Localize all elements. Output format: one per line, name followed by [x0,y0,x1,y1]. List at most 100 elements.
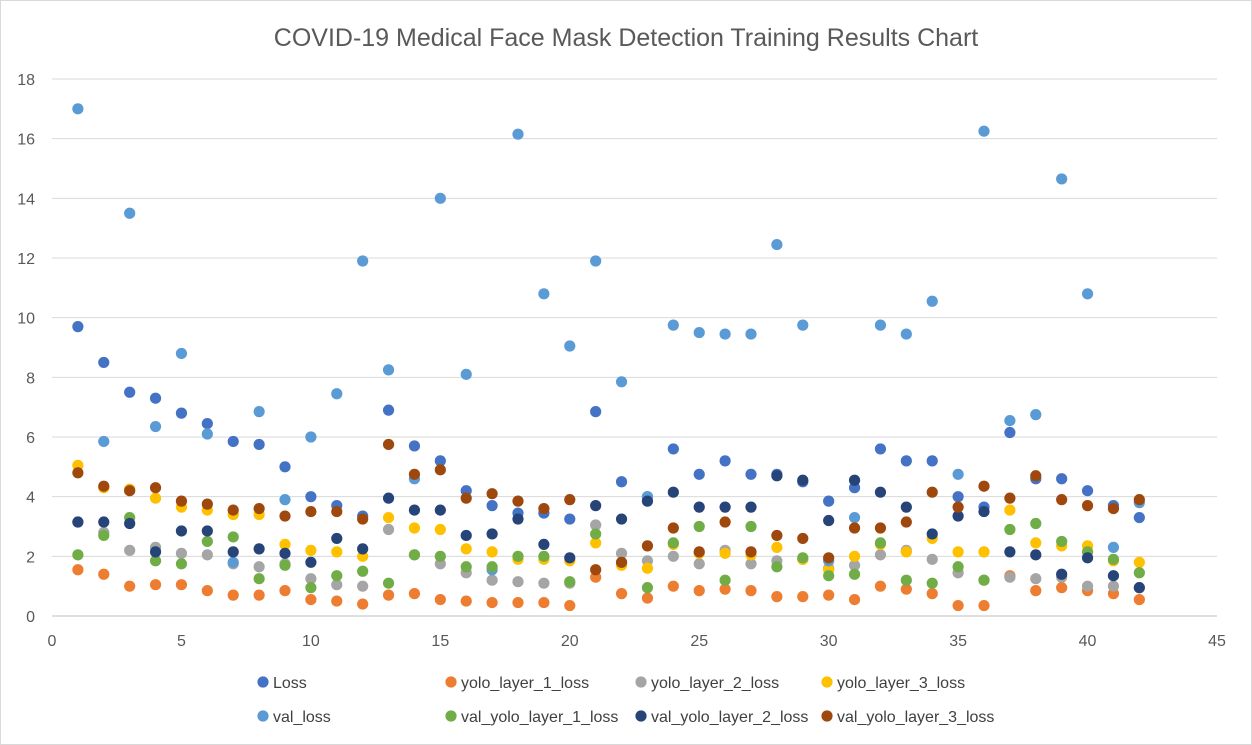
data-point [227,589,239,601]
data-point [538,550,550,562]
data-point [305,505,317,518]
legend-marker [445,710,457,722]
data-point [978,546,990,558]
data-point [797,532,809,545]
data-point [1056,582,1068,594]
data-point [564,513,576,525]
data-point [1056,535,1068,548]
data-point [201,428,213,440]
x-tick-label: 5 [177,633,186,650]
gridlines [52,78,1217,617]
data-point [149,555,162,567]
data-point [72,564,84,576]
legend-marker [821,676,833,688]
data-point [72,103,84,115]
data-point [693,468,705,480]
data-point [978,599,990,612]
data-point [926,528,938,540]
data-point [149,420,162,433]
data-point [460,595,472,607]
data-point [771,529,783,542]
data-point [201,417,213,430]
data-point [227,556,239,568]
data-point [331,546,343,558]
data-point [512,550,524,562]
legend-item: Loss [257,675,307,692]
data-point [952,491,964,503]
data-point [564,599,576,612]
data-point [978,125,990,137]
data-point [590,537,602,549]
data-point [590,255,602,267]
data-point [1056,568,1068,580]
data-point [719,583,731,595]
data-point [564,552,576,564]
data-point [408,440,421,452]
data-point [667,319,679,331]
data-point [175,407,188,419]
data-point [745,501,757,513]
data-point [693,546,705,558]
x-tick-label: 0 [48,633,57,650]
data-point [486,500,498,512]
data-point [978,574,990,586]
legend-item: yolo_layer_3_loss [821,675,965,692]
data-point [952,561,964,573]
legend-item: val_yolo_layer_1_loss [445,709,618,726]
data-point [1133,582,1145,594]
legend-label: val_yolo_layer_2_loss [651,709,808,726]
legend-marker [445,676,457,688]
data-point [848,474,861,486]
data-point [797,591,809,603]
x-tick-label: 10 [302,633,320,650]
data-point [900,583,912,595]
data-point [201,498,213,510]
data-point [434,523,446,536]
data-point [538,596,550,609]
data-point [408,549,421,561]
data-point [874,549,887,561]
data-point [279,538,291,551]
data-point [72,321,84,333]
data-point [926,553,938,565]
data-point [1133,511,1145,524]
y-tick-label: 16 [17,132,35,149]
data-point [408,468,421,480]
data-point [382,404,395,416]
data-point [823,514,835,527]
data-point [1004,571,1016,583]
data-point [1030,549,1042,561]
data-point [900,516,912,528]
data-point [98,480,110,492]
legend-label: val_yolo_layer_3_loss [837,709,994,726]
data-point [357,543,369,555]
data-point [719,547,731,559]
data-point [382,523,395,536]
data-point [1081,288,1094,300]
data-point [1081,500,1094,512]
data-point [667,486,679,498]
data-point [771,238,783,251]
data-point [745,328,757,340]
data-point [823,570,835,582]
y-axis-ticks: 0 2 4 6 8 10 12 14 16 18 [17,72,35,626]
data-point [538,577,550,589]
data-point [848,511,861,524]
legend-marker [635,676,647,688]
data-point [823,589,835,601]
data-point [615,476,628,488]
legend-label: val_yolo_layer_1_loss [461,709,618,726]
y-tick-label: 4 [26,490,35,507]
data-point [615,376,628,388]
data-point [253,438,265,451]
data-point [72,516,84,528]
data-point [408,504,421,516]
data-point [1004,414,1016,427]
data-point [667,550,679,562]
y-tick-label: 2 [26,549,35,566]
data-point [149,579,162,591]
data-point [823,552,835,564]
data-point [279,494,291,506]
data-point [357,565,369,577]
data-point [460,543,472,555]
